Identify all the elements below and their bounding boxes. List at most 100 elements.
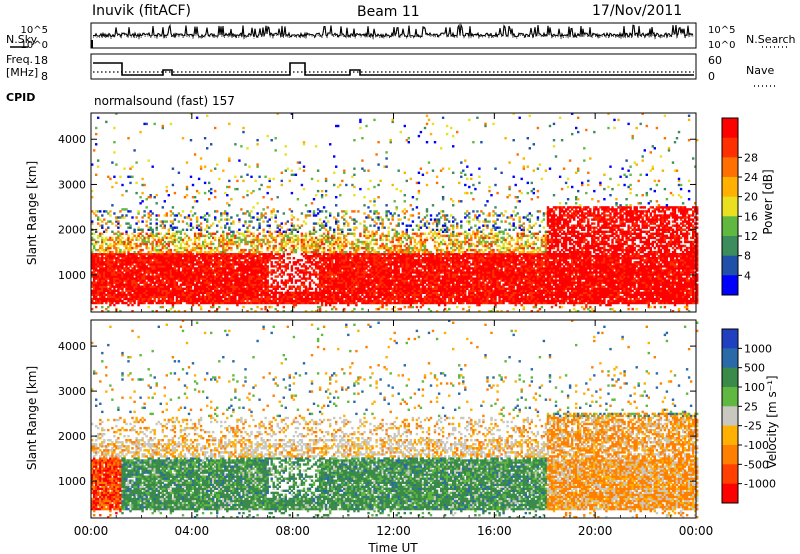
power-cell [143, 210, 146, 213]
power-cell [280, 238, 283, 242]
power-cell [355, 271, 358, 274]
power-cell [274, 246, 277, 250]
power-cell [322, 236, 326, 240]
power-cell [193, 257, 197, 260]
power-cell [167, 310, 170, 313]
power-cell [201, 283, 205, 286]
power-cell [282, 259, 285, 262]
power-cell [306, 267, 310, 270]
power-cell [238, 218, 241, 221]
power-cell [203, 265, 207, 268]
power-cell [127, 297, 130, 301]
power-cell [125, 269, 128, 272]
power-cell [133, 277, 136, 280]
power-cell [316, 179, 320, 183]
power-cell [161, 297, 164, 301]
power-cell [123, 255, 126, 258]
power-cell [391, 214, 394, 217]
power-cell [304, 273, 308, 276]
power-cell [383, 246, 386, 250]
power-cell [210, 248, 213, 252]
power-cell [230, 240, 233, 244]
power-cell [197, 281, 201, 284]
power-cell [272, 293, 275, 297]
power-cell [206, 242, 209, 246]
power-cell [270, 285, 273, 288]
power-cell [123, 269, 126, 272]
power-cell [365, 275, 368, 278]
power-cell [199, 265, 203, 268]
power-cell [371, 234, 374, 238]
power-cell [187, 214, 191, 217]
power-cell [191, 206, 195, 209]
power-cell [228, 281, 231, 284]
power-cell [373, 283, 376, 286]
power-cell [101, 226, 104, 229]
power-cell [371, 271, 374, 274]
power-cell [155, 224, 158, 227]
power-cell [335, 291, 338, 294]
power-cell [246, 230, 249, 233]
power-cell [236, 279, 239, 282]
power-cell [208, 277, 211, 280]
power-cell [99, 210, 102, 213]
power-cell [274, 307, 277, 311]
power-cell [171, 303, 175, 307]
power-cell [337, 265, 340, 268]
power-cell [264, 242, 267, 246]
power-cell [389, 297, 392, 301]
power-cell [264, 277, 267, 280]
power-cell [228, 301, 231, 305]
power-cell [327, 265, 330, 268]
power-cell [109, 285, 112, 288]
power-cell [151, 246, 154, 250]
power-cell [333, 248, 336, 252]
power-cell [333, 250, 336, 254]
power-cell [208, 232, 211, 235]
power-cell [115, 263, 118, 266]
power-cell [151, 293, 154, 297]
power-cell [115, 279, 118, 282]
power-cell [359, 234, 362, 238]
power-cell [163, 240, 166, 244]
power-cell [131, 267, 134, 270]
power-cell [357, 297, 360, 301]
power-cell [389, 248, 392, 252]
power-cell [242, 297, 245, 301]
power-cell [308, 257, 312, 260]
power-cell [232, 220, 235, 223]
power-cell [153, 255, 156, 258]
power-cell [117, 226, 120, 229]
power-cell [135, 295, 138, 299]
power-cell [167, 279, 170, 282]
power-cell [266, 293, 269, 297]
power-cell [95, 287, 98, 290]
power-cell [369, 281, 372, 284]
power-cell [183, 283, 187, 286]
power-cell [169, 257, 173, 260]
power-cell [173, 244, 177, 248]
power-cell [189, 297, 193, 301]
power-cell [327, 238, 330, 242]
power-cell [341, 250, 344, 254]
power-cell [359, 265, 362, 268]
power-cell [395, 234, 398, 238]
power-cell [369, 240, 372, 244]
power-cell [308, 301, 312, 305]
power-cell [171, 269, 175, 272]
power-cell [256, 238, 259, 242]
power-cell [268, 218, 271, 221]
power-cell [375, 265, 378, 268]
power-cell [97, 165, 100, 168]
power-cell [264, 281, 267, 284]
power-cell [189, 299, 193, 303]
power-cell [145, 257, 148, 260]
power-cell [359, 283, 362, 286]
power-cell [349, 299, 352, 303]
power-cell [201, 295, 205, 299]
power-cell [113, 285, 116, 288]
power-cell [91, 301, 94, 305]
power-cell [103, 248, 106, 252]
power-cell [226, 214, 229, 217]
power-cell [224, 224, 227, 227]
